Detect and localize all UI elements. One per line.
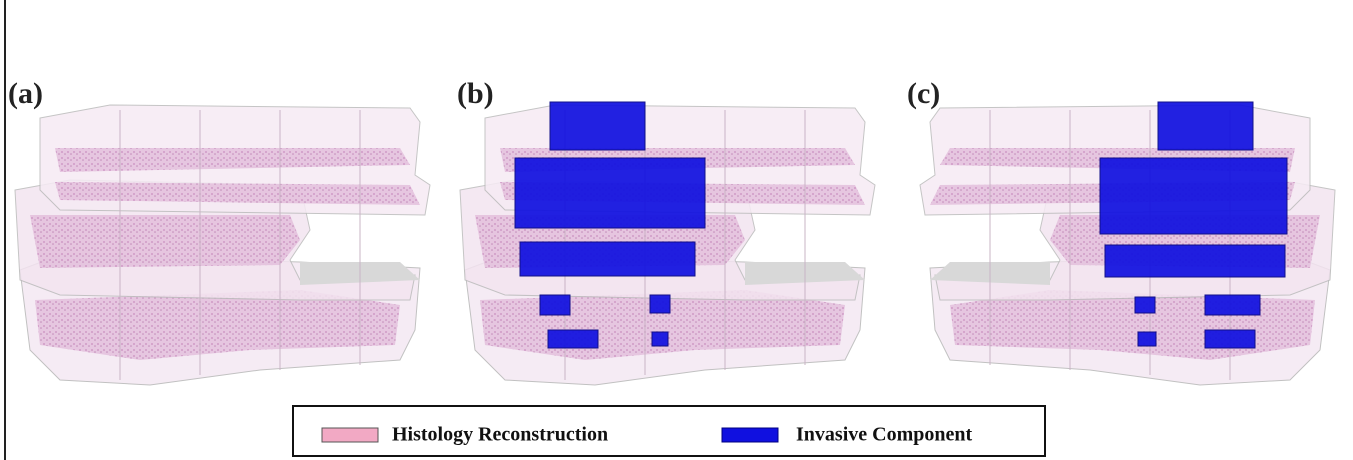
panel-b: (b) bbox=[457, 77, 875, 385]
legend-swatch bbox=[322, 428, 378, 442]
legend-label: Histology Reconstruction bbox=[392, 424, 608, 446]
figure: (a) (b) (c) Histology Reconst bbox=[0, 0, 1353, 460]
legend-swatch bbox=[722, 428, 778, 442]
panel-a: (a) bbox=[8, 77, 430, 385]
panel-label: (a) bbox=[8, 77, 43, 110]
panel-label: (c) bbox=[907, 77, 940, 110]
panel-c: (c) bbox=[907, 77, 1335, 385]
panel-label: (b) bbox=[457, 77, 494, 110]
legend: Histology Reconstruction Invasive Compon… bbox=[293, 406, 1045, 456]
legend-label: Invasive Component bbox=[796, 424, 972, 446]
